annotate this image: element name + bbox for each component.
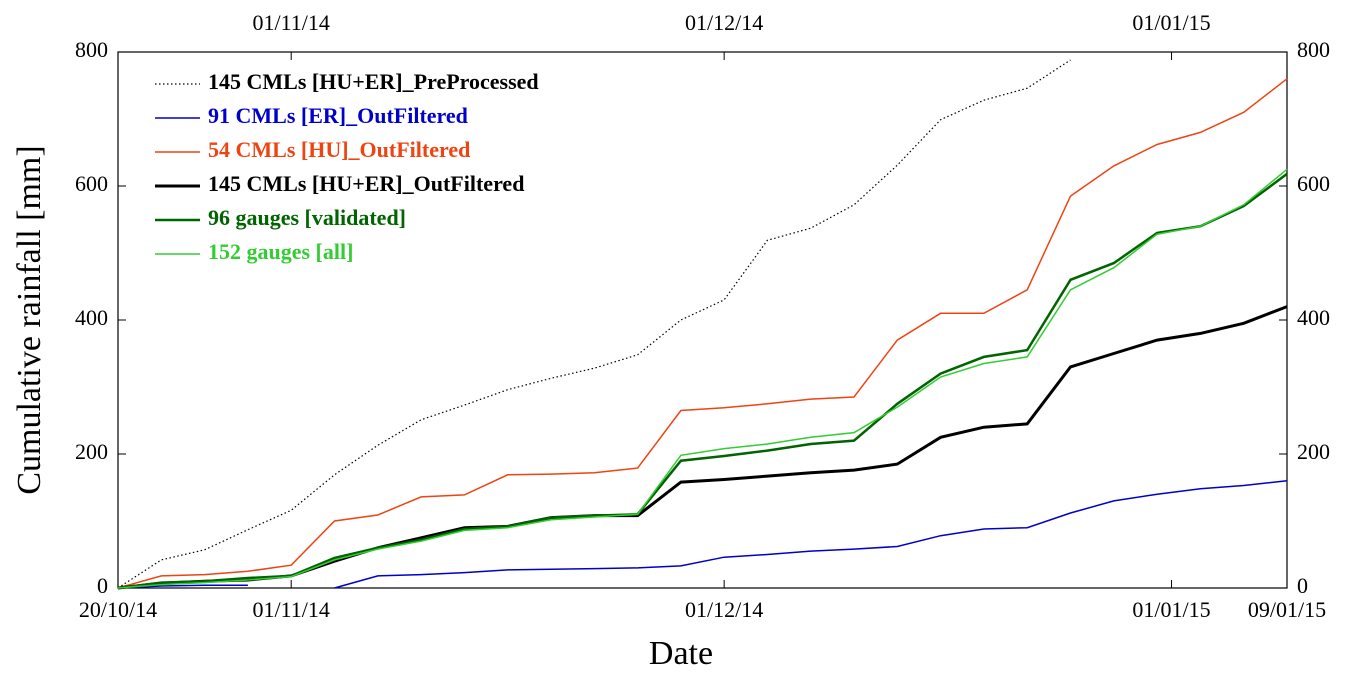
x2-tick-label: 01/12/14 (685, 10, 763, 35)
x2-tick-label: 01/11/14 (252, 10, 329, 35)
legend-label: 96 gauges [validated] (208, 205, 406, 230)
y2-tick-label: 200 (1297, 439, 1330, 464)
x-tick-label: 01/01/15 (1132, 597, 1210, 622)
series-line (117, 305, 1288, 590)
x-tick-label: 01/12/14 (685, 597, 763, 622)
x-axis-label: Date (649, 635, 713, 672)
x2-tick-label: 01/01/15 (1132, 10, 1210, 35)
y2-tick-label: 400 (1297, 305, 1330, 330)
x-tick-label: 20/10/14 (79, 597, 157, 622)
y-tick-label: 800 (75, 37, 108, 62)
legend-label: 91 CMLs [ER]_OutFiltered (208, 103, 468, 128)
y-tick-label: 400 (75, 305, 108, 330)
y2-tick-label: 800 (1297, 37, 1330, 62)
x-tick-label: 01/11/14 (252, 597, 329, 622)
legend-label: 152 gauges [all] (208, 239, 353, 264)
series-line (117, 172, 1288, 590)
legend-label: 145 CMLs [HU+ER]_PreProcessed (208, 69, 539, 94)
y2-tick-label: 600 (1297, 171, 1330, 196)
plot-frame (117, 51, 1288, 589)
series-line (117, 168, 1288, 589)
series-line (117, 480, 1288, 589)
y-tick-label: 0 (97, 573, 108, 598)
legend-label: 54 CMLs [HU]_OutFiltered (208, 137, 470, 162)
x-tick-label: 09/01/15 (1248, 597, 1326, 622)
y2-tick-label: 0 (1297, 573, 1308, 598)
series-line (117, 78, 1288, 589)
legend-label: 145 CMLs [HU+ER]_OutFiltered (208, 171, 524, 196)
y-axis-label: Cumulative rainfall [mm] (11, 145, 48, 494)
y-tick-label: 600 (75, 171, 108, 196)
y-tick-label: 200 (75, 439, 108, 464)
